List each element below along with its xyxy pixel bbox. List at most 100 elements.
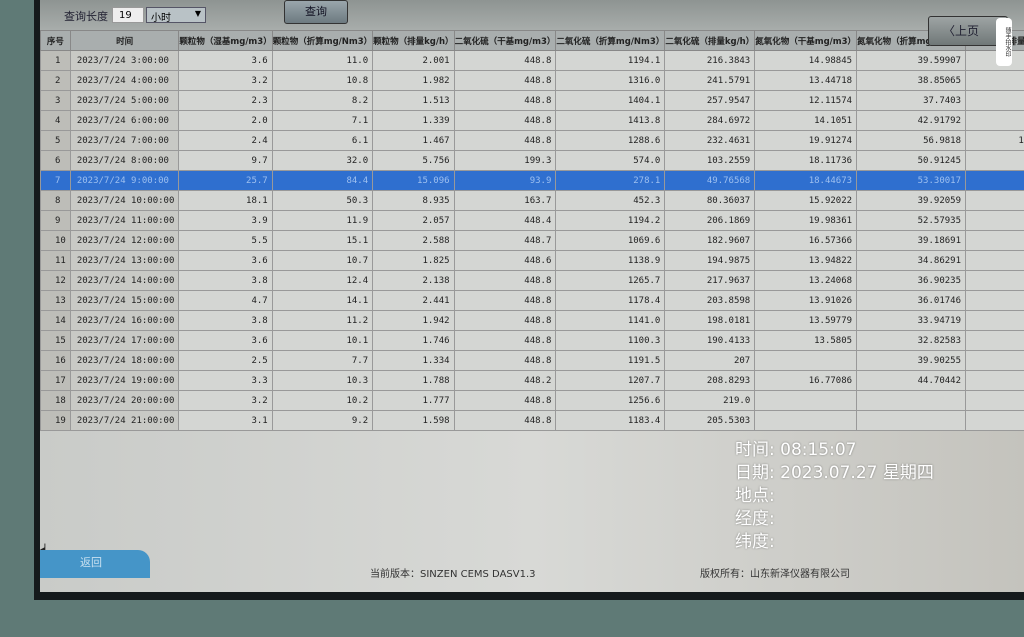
table-cell: 219.0 xyxy=(664,390,756,411)
table-cell: 80.36037 xyxy=(664,190,756,211)
row-index: 13 xyxy=(40,290,71,311)
table-row[interactable]: 5 2023/7/24 7:00:00 2.4 6.1 1.467 448.8 1288.6… xyxy=(40,130,1024,151)
unit-select[interactable]: 小时 ▼ xyxy=(146,7,206,24)
table-row[interactable]: 16 2023/7/24 18:00:00 2.5 7.7 1.334 448.8 1191… xyxy=(40,350,1024,371)
table-cell: 1.598 xyxy=(372,410,455,431)
row-index: 1 xyxy=(40,50,71,71)
table-row[interactable]: 13 2023/7/24 15:00:00 4.7 14.1 2.441 448.8 117… xyxy=(40,290,1024,311)
table-row[interactable]: 19 2023/7/24 21:00:00 3.1 9.2 1.598 448.8 1183… xyxy=(40,410,1024,431)
row-time: 2023/7/24 21:00:00 xyxy=(69,410,180,431)
column-header[interactable]: 时间 xyxy=(69,30,180,51)
table-cell: 19.91274 xyxy=(754,130,858,151)
column-header[interactable]: 二氧化硫（折算mg/Nm3） xyxy=(555,30,666,51)
row-time: 2023/7/24 16:00:00 xyxy=(69,310,180,331)
table-row[interactable]: 15 2023/7/24 17:00:00 3.6 10.1 1.746 448.8 110… xyxy=(40,330,1024,351)
copyright-text: 版权所有：山东新泽仪器有限公司 xyxy=(700,569,850,580)
table-row[interactable]: 10 2023/7/24 12:00:00 5.5 15.1 2.588 448.7 106… xyxy=(40,230,1024,251)
table-cell: 7.17 xyxy=(965,50,1024,71)
table-cell: 8.035 xyxy=(965,110,1024,131)
query-length-input[interactable]: 19 xyxy=(112,7,144,23)
table-cell: 3.6 xyxy=(178,330,273,351)
table-row[interactable]: 14 2023/7/24 16:00:00 3.8 11.2 1.942 448.8 114… xyxy=(40,310,1024,331)
table-cell: 4.7 xyxy=(178,290,273,311)
table-cell: 19.98361 xyxy=(754,210,858,231)
column-header[interactable]: 二氧化硫（排量kg/h） xyxy=(664,30,756,51)
row-index: 12 xyxy=(40,270,71,291)
query-button[interactable]: 查询 xyxy=(284,0,348,24)
row-index: 18 xyxy=(40,390,71,411)
table-row[interactable]: 2 2023/7/24 4:00:00 3.2 10.8 1.982 448.8 1316.… xyxy=(40,70,1024,91)
column-header[interactable]: 颗粒物（排量kg/h） xyxy=(372,30,455,51)
table-cell: 194.9875 xyxy=(664,250,756,271)
table-cell: 18.1 xyxy=(178,190,273,211)
table-cell: 12.4 xyxy=(271,270,374,291)
table-cell: 36.01746 xyxy=(856,290,966,311)
table-cell: 11.0 xyxy=(271,50,374,71)
row-index: 6 xyxy=(40,150,71,171)
table-cell: 1.513 xyxy=(372,90,455,111)
table-cell: 574.0 xyxy=(555,150,666,171)
table-cell: 6.1 xyxy=(271,130,374,151)
table-row[interactable]: 7 2023/7/24 9:00:00 25.7 84.4 15.096 93.9 278.… xyxy=(40,170,1024,191)
table-cell xyxy=(754,390,858,411)
overlay-place: 地点: xyxy=(735,486,775,506)
table-cell: 53.30017 xyxy=(856,170,966,191)
table-cell: 39.59907 xyxy=(856,50,966,71)
column-header[interactable]: 二氧化硫（干基mg/m3） xyxy=(453,30,557,51)
row-index: 3 xyxy=(40,90,71,111)
version-text: 当前版本：SINZEN CEMS DASV1.3 xyxy=(370,569,536,580)
column-header[interactable]: 颗粒物（湿基mg/m3） xyxy=(178,30,273,51)
table-cell: 198.0181 xyxy=(664,310,756,331)
table-cell: 1.777 xyxy=(372,390,455,411)
table-cell: 2.0 xyxy=(178,110,273,131)
table-cell: 10.8 xyxy=(271,70,374,91)
column-header[interactable]: 序号 xyxy=(40,30,71,51)
table-cell: 1404.1 xyxy=(555,90,666,111)
table-cell: 34.86291 xyxy=(856,250,966,271)
table-cell: 1194.1 xyxy=(555,50,666,71)
back-button[interactable]: 返回 xyxy=(40,550,150,578)
table-cell: 1.334 xyxy=(372,350,455,371)
table-row[interactable]: 17 2023/7/24 19:00:00 3.3 10.3 1.788 448.2 120… xyxy=(40,370,1024,391)
row-time: 2023/7/24 7:00:00 xyxy=(69,130,180,151)
table-row[interactable]: 1 2023/7/24 3:00:00 3.6 11.0 2.001 448.8 1194.… xyxy=(40,50,1024,71)
table-cell: 15.096 xyxy=(372,170,455,191)
column-header[interactable]: 颗粒物（折算mg/Nm3） xyxy=(271,30,374,51)
table-cell: 8.935 xyxy=(372,190,455,211)
table-row[interactable]: 6 2023/7/24 8:00:00 9.7 32.0 5.756 199.3 574.0… xyxy=(40,150,1024,171)
table-cell: 2.5 xyxy=(178,350,273,371)
table-cell: 1138.9 xyxy=(555,250,666,271)
table-cell: 1183.4 xyxy=(555,410,666,431)
row-index: 4 xyxy=(40,110,71,131)
prev-page-button[interactable]: 〈上页 xyxy=(928,16,1008,46)
table-row[interactable]: 12 2023/7/24 14:00:00 3.8 12.4 2.138 448.8 126… xyxy=(40,270,1024,291)
row-index: 16 xyxy=(40,350,71,371)
column-header[interactable]: 氮氧化物（干基mg/m3） xyxy=(754,30,858,51)
row-time: 2023/7/24 15:00:00 xyxy=(69,290,180,311)
table-cell: 32.82583 xyxy=(856,330,966,351)
table-cell: 13.94822 xyxy=(754,250,858,271)
table-cell: 448.8 xyxy=(453,330,557,351)
table-row[interactable]: 8 2023/7/24 10:00:00 18.1 50.3 8.935 163.7 452… xyxy=(40,190,1024,211)
table-cell: 205.5303 xyxy=(664,410,756,431)
table-cell: 6.355 xyxy=(965,270,1024,291)
table-row[interactable]: 11 2023/7/24 13:00:00 3.6 10.7 1.825 448.6 113… xyxy=(40,250,1024,271)
table-cell: 8.2 xyxy=(271,90,374,111)
row-time: 2023/7/24 17:00:00 xyxy=(69,330,180,351)
table-cell: 1194.2 xyxy=(555,210,666,231)
table-row[interactable]: 3 2023/7/24 5:00:00 2.3 8.2 1.513 448.8 1404.1… xyxy=(40,90,1024,111)
table-cell: 1256.6 xyxy=(555,390,666,411)
table-cell: 1.982 xyxy=(372,70,455,91)
table-cell: 5.969 xyxy=(965,250,1024,271)
table-row[interactable]: 18 2023/7/24 20:00:00 3.2 10.2 1.777 448.8 125… xyxy=(40,390,1024,411)
table-cell: 5.756 xyxy=(372,150,455,171)
table-cell: 1316.0 xyxy=(555,70,666,91)
table-cell: 8.454 xyxy=(965,390,1024,411)
table-cell: 2.057 xyxy=(372,210,455,231)
row-index: 10 xyxy=(40,230,71,251)
table-row[interactable]: 4 2023/7/24 6:00:00 2.0 7.1 1.339 448.8 1413.8… xyxy=(40,110,1024,131)
table-row[interactable]: 9 2023/7/24 11:00:00 3.9 11.9 2.057 448.4 1194… xyxy=(40,210,1024,231)
table-cell: 16.77086 xyxy=(754,370,858,391)
table-cell: 448.8 xyxy=(453,110,557,131)
table-cell: 448.8 xyxy=(453,50,557,71)
